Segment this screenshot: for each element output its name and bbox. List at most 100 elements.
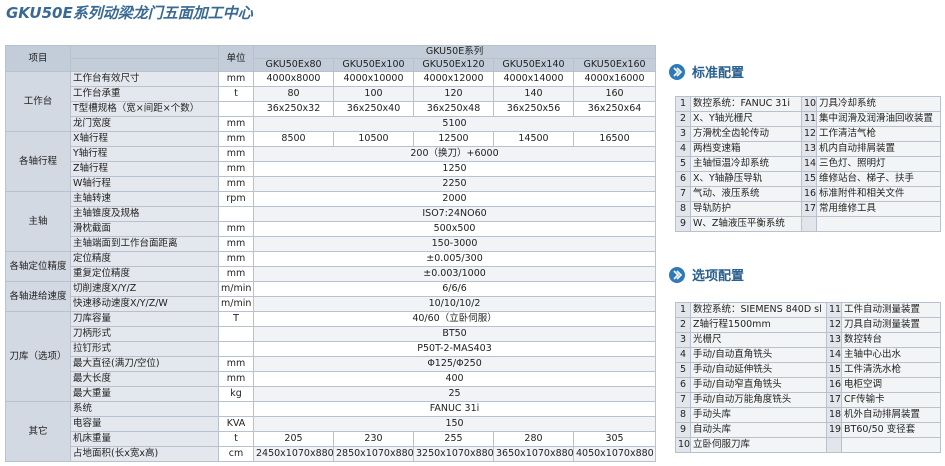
item-text: 刀具自动测量装置 [841,317,941,333]
spec-row: 其它 系统 FANUC 31i [5,401,657,462]
value: 25 [252,386,657,402]
item-label: 刀库容量 [70,311,219,327]
config-row: 1 数控系统：SIEMENS 840D sl 11 工件自动测量装置 [675,302,941,318]
item-text: 集中润滑及润滑油回收装置 [816,111,941,127]
value: 14500 [493,131,574,147]
item-label: W轴行程 [70,176,219,192]
group-label: 刀库（选项） [5,311,71,402]
value: 8500 [253,131,334,147]
config-row: 8 导轨防护 17 常用维修工具 [675,201,941,217]
item-label: 占地面积(长x宽x高) [70,446,219,462]
item-text: 数控系统：SIEMENS 840D sl [690,302,827,318]
value: P50T-2-MAS403 [252,341,657,357]
empty-cell [826,437,842,453]
value: 160 [572,86,657,102]
item-number: 13 [826,332,842,348]
section-heading: 标准配置 [668,62,744,81]
value: 40/60（立卧伺服） [252,311,657,327]
item-number: 13 [801,141,817,157]
unit: m/min [218,296,254,312]
group-label: 工作台 [5,71,71,132]
unit: mm [218,221,254,237]
item-label: 定位精度 [70,251,219,267]
value: 36x250x32 [253,101,334,117]
unit: kg [218,386,254,402]
model-name: GKU50Ex120 [413,58,494,72]
item-text: W、Z轴液压平衡系统 [690,216,802,232]
item-text: 自动头库 [690,422,827,438]
spec-row: 龙门宽度 mm 5100 [6,116,657,132]
header-row: 项目 单位 GKU50E系列 [5,45,657,72]
item-number: 4 [675,141,691,157]
config-row: 5 手动/自动延伸铣头 15 工件清洗水枪 [675,362,941,378]
header-cell: GKU50E系列 [252,45,657,59]
value: 140 [493,86,574,102]
config-row: 5 主轴恒温冷却系统 14 三色灯、照明灯 [675,156,941,172]
item-text: X、Y轴光栅尺 [690,111,802,127]
unit [218,401,254,417]
unit: cm [218,446,254,462]
item-text: 数控系统：FANUC 31i [690,96,802,112]
group-label: 各轴行程 [5,131,71,192]
value: 5100 [252,116,657,132]
value: 280 [493,431,574,447]
item-text: X、Y轴静压导轨 [690,171,802,187]
value: 36x250x48 [413,101,494,117]
model-name: GKU50Ex80 [253,58,334,72]
unit: mm [218,356,254,372]
model-name: GKU50Ex100 [333,58,414,72]
group-label: 主轴 [5,191,71,252]
item-number: 12 [801,126,817,142]
item-text: 常用维修工具 [816,201,941,217]
value: 10500 [333,131,414,147]
item-number: 1 [675,302,691,318]
spec-row: T型槽规格（宽×间距×个数） 36x250x32 36x250x40 36x250x4… [6,101,657,117]
value: 4000x8000 [253,71,334,87]
item-number: 5 [675,362,691,378]
item-text: 方滑枕全齿轮传动 [690,126,802,142]
empty-cell [816,216,941,232]
item-number: 5 [675,156,691,172]
config-row: 10 立卧伺服刀库 [675,437,941,453]
options-table: 1 数控系统：SIEMENS 840D sl 11 工件自动测量装置 2 Z轴行程1500… [675,302,941,453]
item-label: 最大直径(满刀/空位) [70,356,219,372]
group-label: 其它 [5,401,71,462]
spec-row: 各轴定位精度 定位精度 mm ±0.005/300 [5,251,657,282]
config-row: 9 自动头库 19 BT60/50 变径套 [675,422,941,438]
unit: mm [218,176,254,192]
page-title: GKU50E系列动梁龙门五面加工中心 [6,4,253,22]
value: 12500 [413,131,494,147]
item-number: 1 [675,96,691,112]
item-text: 主轴中心出水 [841,347,941,363]
item-text: BT60/50 变径套 [841,422,941,438]
item-number: 6 [675,377,691,393]
item-label: 拉钉形式 [70,341,219,357]
item-text: 导轨防护 [690,201,802,217]
item-label: X轴行程 [70,131,219,147]
item-label: 切削速度X/Y/Z [70,281,219,297]
value: 4000x10000 [333,71,414,87]
unit: mm [218,131,254,147]
item-text: 立卧伺服刀库 [690,437,827,453]
item-label: 龙门宽度 [70,116,219,132]
item-text: 电柜空调 [841,377,941,393]
group-label: 各轴进给速度 [5,281,71,312]
unit: mm [218,266,254,282]
value: 4000x14000 [493,71,574,87]
config-row: 2 Z轴行程1500mm 12 刀具自动测量装置 [675,317,941,333]
value: ±0.005/300 [252,251,657,267]
item-label: 滑枕截面 [70,221,219,237]
value: 400 [252,371,657,387]
item-number: 8 [675,407,691,423]
item-label: 快速移动速度X/Y/Z/W [70,296,219,312]
unit: mm [218,116,254,132]
model-name: GKU50Ex140 [493,58,574,72]
item-number: 7 [675,392,691,408]
item-number: 7 [675,186,691,202]
value: ISO7:24NO60 [252,206,657,222]
value: 80 [253,86,334,102]
item-number: 8 [675,201,691,217]
unit: mm [218,146,254,162]
item-number: 14 [826,347,842,363]
icon [669,266,685,283]
